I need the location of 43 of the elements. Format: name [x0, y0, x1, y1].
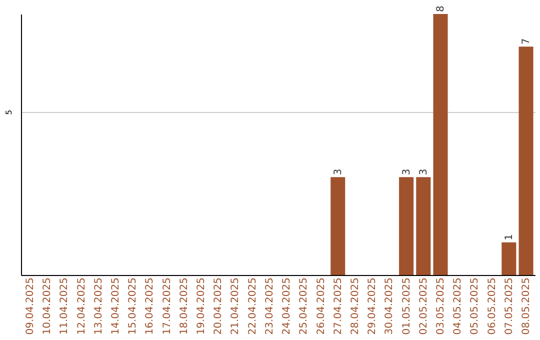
x-tick-label: 25.04.2025 [298, 278, 310, 335]
x-tick-label: 10.04.2025 [42, 278, 54, 335]
x-tick-label: 17.04.2025 [162, 278, 173, 335]
x-tick-label: 05.05.2025 [470, 278, 481, 335]
bar [416, 177, 431, 275]
data-label: 3 [401, 168, 412, 176]
x-tick-label: 15.04.2025 [128, 278, 139, 335]
x-tick-label: 30.04.2025 [384, 278, 396, 335]
bar [330, 177, 346, 275]
bar [433, 14, 448, 275]
data-label: 1 [504, 234, 515, 240]
x-tick-label: 23.04.2025 [264, 278, 276, 335]
y-tick-label: 5 [4, 110, 14, 115]
x-tick-label: 26.04.2025 [316, 278, 327, 335]
x-tick-label: 07.05.2025 [504, 278, 515, 335]
x-tick-label: 22.04.2025 [247, 278, 258, 335]
x-tick-label: 24.04.2025 [282, 278, 293, 335]
x-tick-label: 27.04.2025 [332, 278, 344, 335]
x-tick-label: 04.05.2025 [452, 278, 464, 335]
x-tick-label: 01.05.2025 [401, 278, 412, 335]
bar [502, 242, 516, 275]
data-label: 3 [418, 168, 430, 176]
x-tick-label: 18.04.2025 [178, 278, 190, 335]
x-tick-label: 13.04.2025 [93, 278, 104, 335]
x-tick-label: 03.05.2025 [435, 278, 446, 335]
x-tick-label: 12.04.2025 [76, 278, 88, 335]
x-tick-label: 19.04.2025 [196, 278, 208, 335]
x-tick-label: 14.04.2025 [110, 278, 122, 335]
x-tick-label: 11.04.2025 [59, 278, 70, 335]
x-tick-label: 08.05.2025 [521, 278, 532, 335]
x-tick-label: 29.04.2025 [367, 278, 378, 335]
x-tick-label: 02.05.2025 [418, 278, 430, 335]
x-tick-label: 20.04.2025 [213, 278, 224, 335]
x-tick-label: 09.04.2025 [24, 278, 36, 335]
data-label: 3 [332, 168, 344, 176]
x-tick-label: 21.04.2025 [230, 278, 242, 335]
data-label: 8 [435, 6, 446, 12]
data-label: 7 [521, 38, 532, 45]
x-tick-label: 28.04.2025 [350, 278, 361, 335]
bar [518, 46, 534, 275]
bar [399, 177, 414, 275]
x-tick-label: 06.05.2025 [486, 278, 498, 335]
x-tick-label: 16.04.2025 [144, 278, 156, 335]
